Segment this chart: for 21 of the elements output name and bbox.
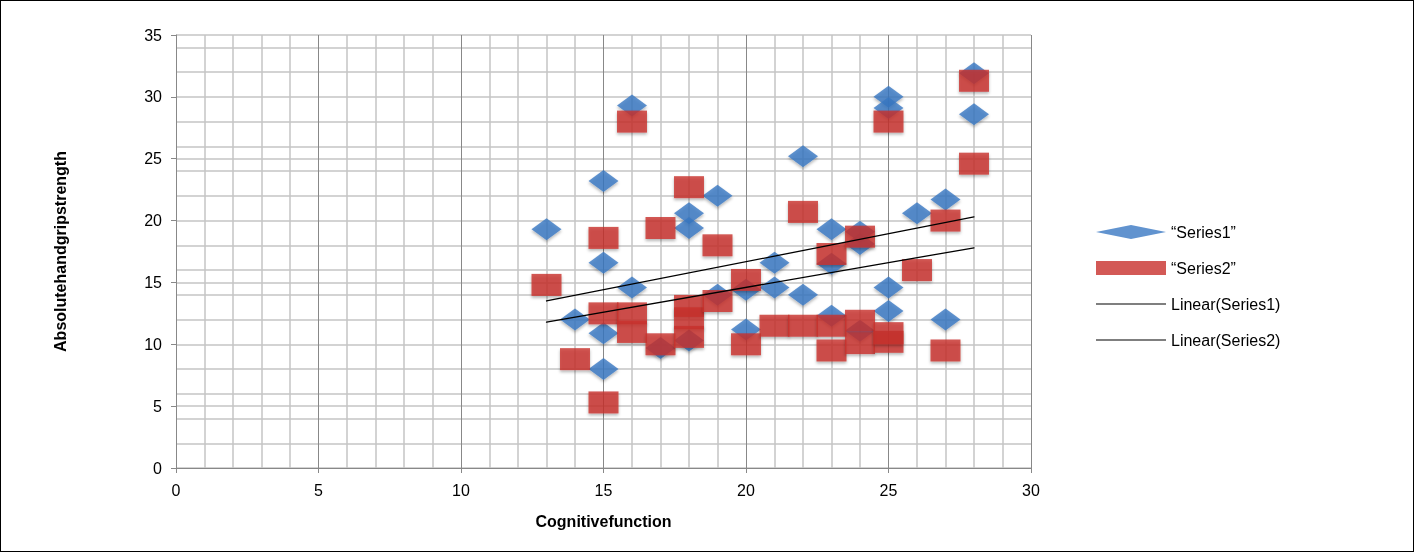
legend-label: Linear(Series2) [1171,331,1281,349]
x-tick-label: 15 [594,481,613,499]
legend-label: “Series1” [1171,223,1236,241]
legend-label: Linear(Series1) [1171,295,1281,313]
x-axis-title: Cognitivefunction [535,512,672,530]
x-tick-label: 25 [879,481,898,499]
y-tick-label: 5 [153,397,163,415]
legend-label: “Series2” [1171,259,1236,277]
y-axis-title: Absolutehandgripstrength [51,151,69,352]
y-tick-label: 0 [153,459,163,477]
x-tick-label: 20 [737,481,755,499]
y-tick-label: 15 [144,273,163,291]
y-tick-label: 10 [144,335,163,353]
y-tick-label: 30 [144,88,163,106]
x-tick-label: 0 [171,481,181,499]
y-tick-label: 25 [144,150,163,168]
y-tick-label: 35 [144,26,163,44]
x-tick-label: 10 [452,481,470,499]
x-tick-label: 30 [1022,481,1040,499]
x-tick-label: 5 [314,481,324,499]
y-tick-label: 20 [144,212,163,230]
